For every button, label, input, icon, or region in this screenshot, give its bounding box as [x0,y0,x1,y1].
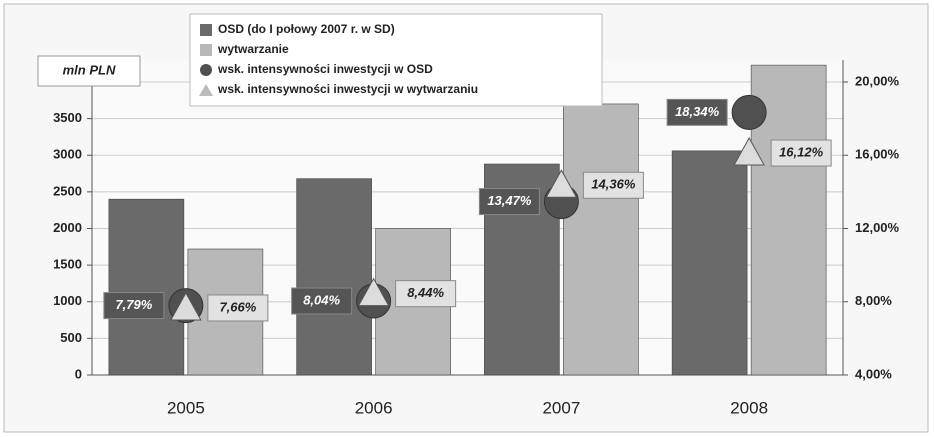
y-tick-label: 1000 [53,293,82,308]
value-label-box [770,139,832,167]
legend-swatch [200,64,212,76]
value-label: 8,04% [303,292,340,307]
value-label-box [291,287,353,315]
x-tick-label: 2006 [355,398,393,417]
value-label: 8,44% [407,285,444,300]
value-label-box [103,292,165,320]
value-label-box [395,280,457,308]
y-tick-label: 2000 [53,220,82,235]
y2-tick-label: 20,00% [855,73,900,88]
value-label-box [478,188,540,216]
legend-swatch [200,44,212,56]
y-tick-label: 1500 [53,257,82,272]
value-label: 13,47% [487,193,532,208]
legend [189,13,603,107]
bar [671,150,748,376]
y-label-box [37,55,141,87]
value-label: 14,36% [591,177,636,192]
value-label-box [666,98,728,126]
legend-label: wytwarzanie [217,42,289,56]
x-tick-label: 2008 [730,398,768,417]
legend-label: wsk. intensywności inwestycji w wytwarza… [217,82,478,96]
x-tick-label: 2007 [542,398,580,417]
marker-triangle [733,137,765,166]
y-tick-label: 0 [75,366,82,381]
y-axis-label: mln PLN [63,62,116,77]
legend-swatch [200,24,212,36]
y2-tick-label: 16,00% [855,147,900,162]
value-label-box [207,294,269,322]
legend-label: OSD (do I połowy 2007 r. w SD) [218,22,395,36]
value-label: 7,66% [219,299,256,314]
legend-swatch [199,84,213,96]
x-tick-label: 2005 [167,398,205,417]
y2-tick-label: 8,00% [855,293,892,308]
value-label-box [582,171,644,199]
y-tick-label: 3000 [53,147,82,162]
marker-triangle [545,169,578,198]
value-label: 18,34% [675,104,720,119]
marker-triangle [170,291,202,321]
y-tick-label: 2500 [53,183,82,198]
bar [108,198,185,376]
marker-triangle [357,277,390,307]
marker-circle [731,94,767,130]
bar [563,103,639,376]
value-label: 7,79% [115,297,152,312]
value-label: 16,12% [779,144,824,159]
y2-tick-label: 12,00% [855,220,900,235]
bar [296,178,372,376]
y-tick-label: 3500 [53,110,82,125]
y-tick-label: 500 [60,330,82,345]
y2-tick-label: 4,00% [855,366,892,381]
legend-label: wsk. intensywności inwestycji w OSD [217,62,433,76]
